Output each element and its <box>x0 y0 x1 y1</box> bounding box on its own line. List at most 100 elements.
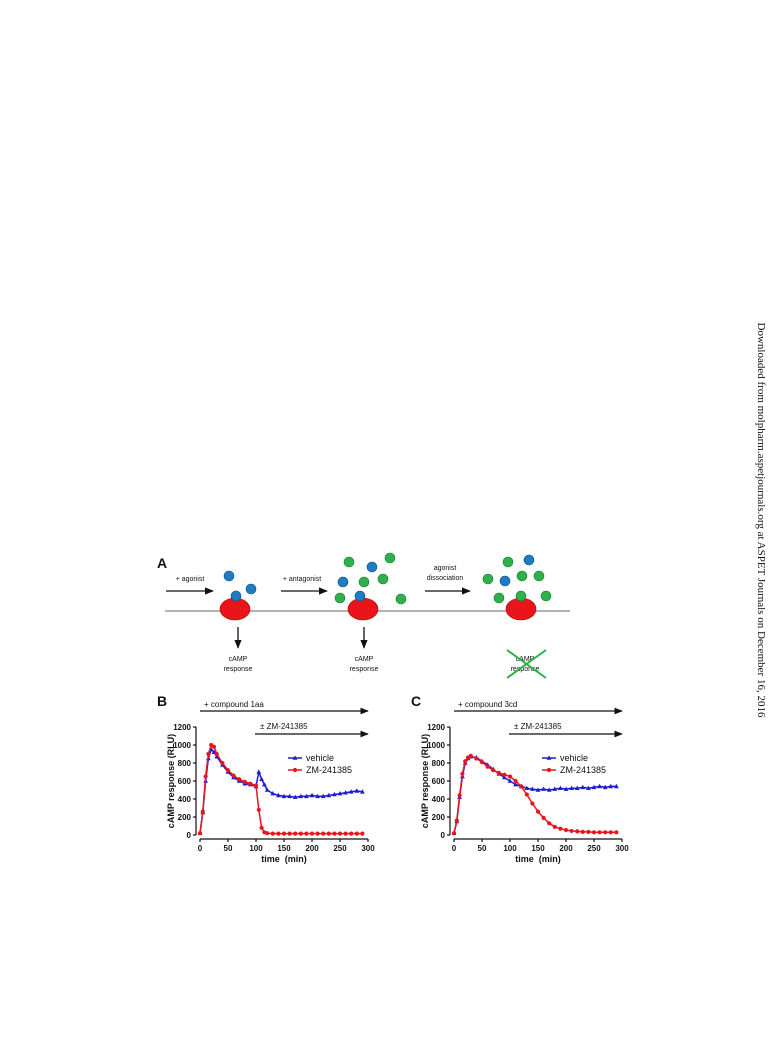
point <box>326 792 332 798</box>
point <box>276 831 281 836</box>
panel-label: B <box>157 693 167 709</box>
point <box>552 824 557 830</box>
point <box>337 791 343 796</box>
point <box>200 809 205 814</box>
point <box>309 792 315 798</box>
x-tick-label: 300 <box>615 844 629 853</box>
x-tick-label: 250 <box>333 844 347 853</box>
point <box>337 831 343 836</box>
x-tick-label: 150 <box>531 844 545 853</box>
y-tick-label: 800 <box>178 759 192 768</box>
point <box>270 791 276 796</box>
point <box>203 774 208 779</box>
diagram: A + agonist + antagonist agonist dissoci… <box>157 552 570 679</box>
y-tick-label: 200 <box>178 813 192 822</box>
step-label: + antagonist <box>283 576 321 583</box>
point <box>321 831 326 836</box>
point <box>259 825 264 830</box>
y-tick-label: 600 <box>432 777 446 786</box>
download-note: Downloaded from molpharm.aspetjournals.o… <box>755 323 767 718</box>
annotation: + compound 1aa <box>204 700 264 709</box>
response-label: cAMP <box>229 656 248 663</box>
point <box>552 786 558 791</box>
response-label: response <box>224 666 253 673</box>
point <box>547 821 552 826</box>
point <box>558 826 563 831</box>
point <box>513 778 518 784</box>
point <box>248 781 253 786</box>
y-tick-label: 400 <box>432 795 446 804</box>
point <box>343 790 348 795</box>
point <box>614 783 619 789</box>
point <box>343 831 348 836</box>
point <box>603 830 608 835</box>
cross <box>506 649 547 679</box>
point <box>513 782 518 787</box>
point <box>460 771 465 776</box>
point <box>304 831 309 836</box>
point <box>332 791 337 797</box>
point <box>225 768 231 773</box>
x-tick-label: 200 <box>559 844 573 853</box>
agonists <box>223 554 535 602</box>
point <box>242 779 247 785</box>
point <box>569 828 574 834</box>
point <box>563 786 569 791</box>
point <box>349 831 354 836</box>
point <box>569 785 574 790</box>
point <box>586 829 591 834</box>
point <box>602 784 608 790</box>
point <box>530 786 535 791</box>
point <box>502 774 507 780</box>
point <box>259 776 264 781</box>
point <box>287 831 292 836</box>
step-label: dissociation <box>427 575 464 582</box>
point <box>211 744 217 749</box>
point <box>491 768 496 773</box>
step-label: + agonist <box>176 576 205 583</box>
panel-label: C <box>411 693 421 709</box>
point <box>264 787 270 792</box>
point <box>253 783 259 788</box>
y-tick-label: 1000 <box>427 741 445 750</box>
legend-label: ZM-241385 <box>306 765 352 775</box>
y-tick-label: 200 <box>432 813 446 822</box>
x-tick-label: 50 <box>478 844 487 853</box>
point <box>360 789 365 794</box>
x-tick-label: 100 <box>503 844 517 853</box>
response-label: response <box>511 666 540 673</box>
point <box>315 793 320 799</box>
y-tick-label: 1000 <box>173 741 191 750</box>
point <box>575 829 580 834</box>
point <box>463 759 468 764</box>
legend-marker <box>292 767 298 773</box>
x-tick-label: 50 <box>224 844 233 853</box>
legend-marker <box>546 755 552 760</box>
x-tick-label: 300 <box>361 844 375 853</box>
point <box>270 831 275 836</box>
point <box>315 831 320 836</box>
response-label: response <box>350 666 379 673</box>
x-tick-label: 200 <box>305 844 319 853</box>
y-axis-label: cAMP response (RLU) <box>420 734 430 828</box>
point <box>541 815 546 821</box>
y-tick-label: 0 <box>441 831 446 840</box>
point <box>614 830 619 835</box>
point <box>546 787 552 792</box>
point <box>563 827 569 833</box>
point <box>535 809 541 814</box>
y-tick-label: 400 <box>178 795 192 804</box>
point <box>298 831 303 836</box>
response-label: cAMP <box>516 656 535 663</box>
point <box>231 773 236 778</box>
point <box>608 783 614 789</box>
point <box>237 777 242 782</box>
point <box>519 784 524 789</box>
point <box>220 760 225 766</box>
point <box>304 793 309 799</box>
point <box>558 785 563 790</box>
point <box>591 830 597 835</box>
point <box>574 785 580 790</box>
point <box>348 789 354 794</box>
